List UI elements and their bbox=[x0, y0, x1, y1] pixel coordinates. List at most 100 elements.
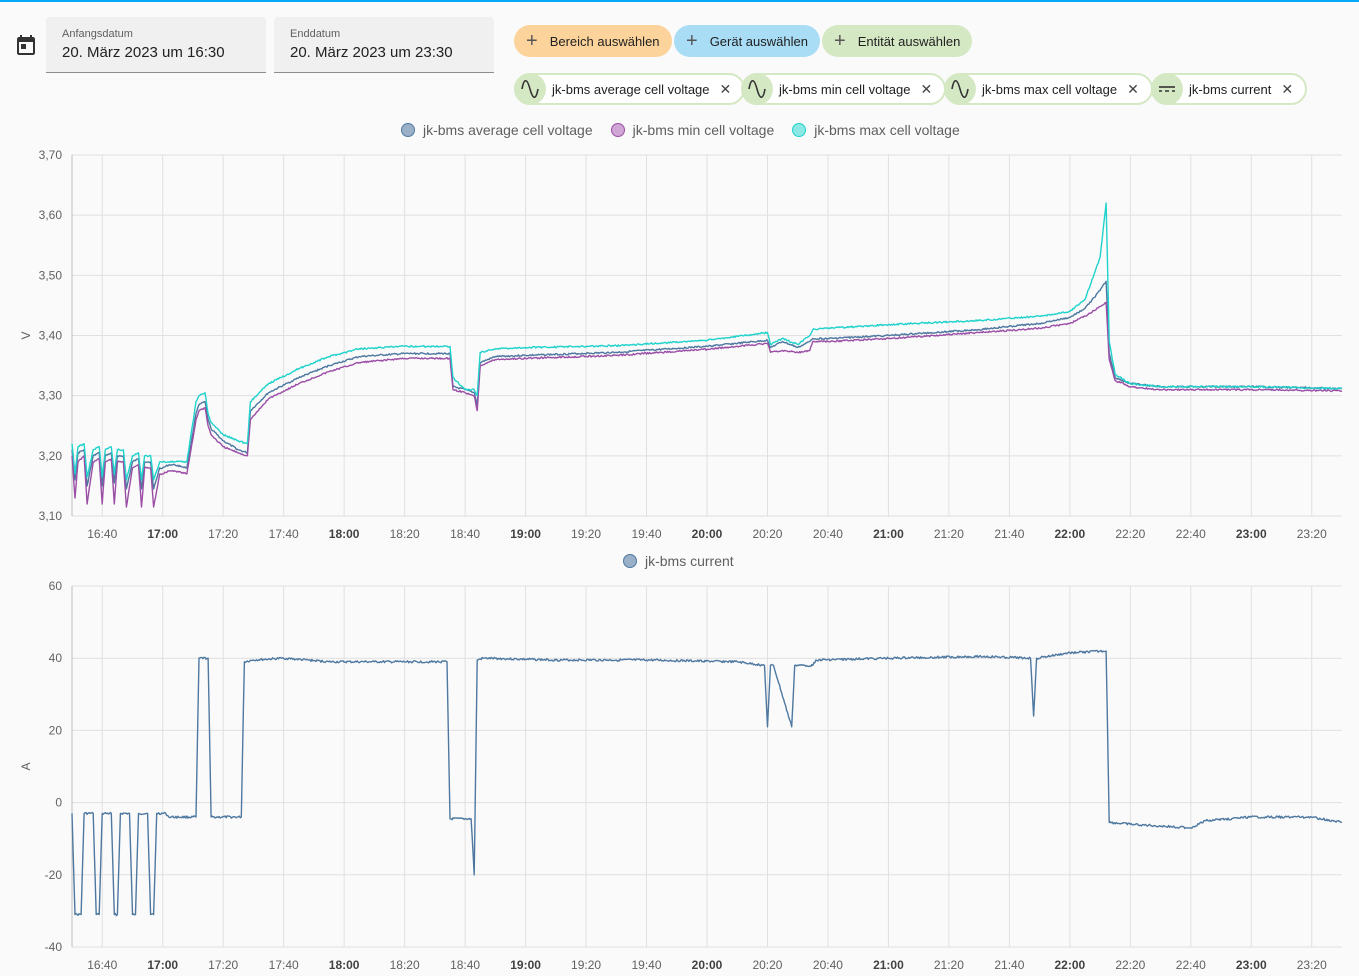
y-tick-label: 0 bbox=[55, 796, 62, 810]
y-axis-label: V bbox=[19, 331, 33, 339]
x-tick-label: 22:00 bbox=[1055, 527, 1086, 541]
x-tick-label: 21:40 bbox=[994, 527, 1024, 541]
y-tick-label: 3,70 bbox=[39, 148, 63, 162]
x-tick-label: 17:00 bbox=[147, 527, 178, 541]
y-tick-label: 60 bbox=[49, 579, 63, 593]
x-tick-label: 18:20 bbox=[390, 527, 420, 541]
select-device-button[interactable]: + Gerät auswählen bbox=[674, 25, 820, 57]
x-tick-label: 21:20 bbox=[934, 527, 964, 541]
x-tick-label: 19:40 bbox=[632, 527, 662, 541]
entity-chip-label: jk-bms max cell voltage bbox=[982, 81, 1118, 97]
entity-chip-min[interactable]: jk-bms min cell voltage ✕ bbox=[741, 73, 947, 105]
legend-label: jk-bms min cell voltage bbox=[632, 122, 775, 138]
select-area-label: Bereich auswählen bbox=[549, 33, 660, 49]
y-tick-label: -40 bbox=[45, 940, 63, 954]
legend-item-current[interactable]: jk-bms current bbox=[623, 553, 734, 569]
entity-chip-average[interactable]: jk-bms average cell voltage ✕ bbox=[514, 73, 746, 105]
voltage-chart: 3,10 3,20 3,30 3,40 3,50 3,60 3,70 16:40 17:00 17… bbox=[19, 148, 1343, 541]
y-tick-label: 3,60 bbox=[39, 208, 63, 222]
x-tick-label: 22:20 bbox=[1115, 958, 1145, 972]
select-entity-button[interactable]: + Entität auswählen bbox=[822, 25, 973, 57]
y-tick-label: 3,40 bbox=[39, 329, 63, 343]
y-tick-label: 3,10 bbox=[39, 509, 63, 523]
x-tick-label: 21:20 bbox=[934, 958, 964, 972]
select-entity-label: Entität auswählen bbox=[857, 33, 961, 49]
y-tick-label: 40 bbox=[49, 651, 63, 665]
legend-item-max[interactable]: jk-bms max cell voltage bbox=[792, 122, 960, 138]
end-date-value: 20. März 2023 um 23:30 bbox=[290, 44, 453, 61]
y-tick-label: 20 bbox=[49, 723, 63, 737]
start-date-field[interactable]: Anfangsdatum 20. März 2023 um 16:30 bbox=[46, 17, 266, 73]
sine-wave-icon bbox=[741, 73, 773, 105]
end-date-field[interactable]: Enddatum 20. März 2023 um 23:30 bbox=[274, 17, 494, 73]
entity-chip-label: jk-bms average cell voltage bbox=[552, 81, 710, 97]
x-tick-label: 19:40 bbox=[632, 958, 662, 972]
x-tick-label: 19:00 bbox=[510, 527, 541, 541]
top-accent-line bbox=[0, 0, 1359, 2]
start-date-value: 20. März 2023 um 16:30 bbox=[62, 44, 225, 61]
calendar-icon[interactable] bbox=[14, 33, 38, 57]
x-tick-label: 22:40 bbox=[1176, 527, 1206, 541]
x-tick-label: 23:20 bbox=[1297, 958, 1327, 972]
current-chart: -40 -20 0 20 40 60 16:40 17:00 17:20 17:40 18:00 18… bbox=[19, 579, 1343, 972]
current-legend: jk-bms current bbox=[623, 553, 734, 569]
close-icon[interactable]: ✕ bbox=[1127, 80, 1139, 97]
select-area-button[interactable]: + Bereich auswählen bbox=[514, 25, 672, 57]
x-tick-label: 20:00 bbox=[692, 527, 723, 541]
x-tick-label: 21:00 bbox=[873, 527, 904, 541]
x-tick-label: 19:20 bbox=[571, 527, 601, 541]
legend-swatch bbox=[623, 554, 637, 568]
x-tick-label: 17:00 bbox=[147, 958, 178, 972]
x-tick-label: 17:40 bbox=[269, 958, 299, 972]
plus-icon: + bbox=[526, 30, 538, 52]
x-tick-label: 21:00 bbox=[873, 958, 904, 972]
x-tick-label: 18:20 bbox=[390, 958, 420, 972]
plus-icon: + bbox=[686, 30, 698, 52]
x-tick-label: 22:40 bbox=[1176, 958, 1206, 972]
x-tick-label: 20:20 bbox=[752, 527, 782, 541]
x-tick-label: 17:40 bbox=[269, 527, 299, 541]
x-tick-label: 18:00 bbox=[329, 527, 360, 541]
end-date-label: Enddatum bbox=[290, 28, 341, 40]
x-tick-label: 20:40 bbox=[813, 958, 843, 972]
y-tick-label: 3,20 bbox=[39, 449, 63, 463]
x-tick-label: 16:40 bbox=[87, 958, 117, 972]
series-line-1 bbox=[71, 649, 1343, 917]
x-tick-label: 18:40 bbox=[450, 958, 480, 972]
series-line-3 bbox=[71, 202, 1343, 481]
y-tick-label: 3,30 bbox=[39, 389, 63, 403]
x-tick-label: 23:20 bbox=[1297, 527, 1327, 541]
legend-swatch bbox=[610, 123, 625, 137]
x-tick-label: 20:40 bbox=[813, 527, 843, 541]
x-tick-label: 16:40 bbox=[87, 527, 117, 541]
x-tick-label: 18:00 bbox=[329, 958, 360, 972]
x-tick-label: 21:40 bbox=[994, 958, 1024, 972]
legend-item-average[interactable]: jk-bms average cell voltage bbox=[401, 122, 593, 138]
y-tick-label: 3,50 bbox=[39, 268, 63, 282]
entity-chip-label: jk-bms current bbox=[1189, 81, 1272, 97]
dc-current-icon bbox=[1151, 73, 1183, 105]
x-tick-label: 19:20 bbox=[571, 958, 601, 972]
x-tick-label: 17:20 bbox=[208, 958, 238, 972]
entity-chip-max[interactable]: jk-bms max cell voltage ✕ bbox=[944, 73, 1153, 105]
legend-swatch bbox=[792, 123, 807, 137]
close-icon[interactable]: ✕ bbox=[719, 80, 732, 97]
close-icon[interactable]: ✕ bbox=[1281, 80, 1294, 97]
entity-chip-label: jk-bms min cell voltage bbox=[779, 81, 911, 97]
voltage-legend: jk-bms average cell voltage jk-bms min c… bbox=[401, 122, 960, 138]
x-tick-label: 19:00 bbox=[510, 958, 541, 972]
x-tick-label: 22:00 bbox=[1055, 958, 1086, 972]
entity-chip-current[interactable]: jk-bms current ✕ bbox=[1151, 73, 1308, 105]
legend-label: jk-bms max cell voltage bbox=[814, 122, 960, 138]
legend-label: jk-bms current bbox=[645, 553, 734, 569]
start-date-label: Anfangsdatum bbox=[62, 28, 133, 40]
legend-item-min[interactable]: jk-bms min cell voltage bbox=[610, 122, 775, 138]
x-tick-label: 17:20 bbox=[208, 527, 238, 541]
x-tick-label: 20:20 bbox=[752, 958, 782, 972]
legend-label: jk-bms average cell voltage bbox=[423, 122, 593, 138]
sine-wave-icon bbox=[944, 73, 976, 105]
y-axis-label: A bbox=[19, 762, 33, 770]
plus-icon: + bbox=[834, 30, 846, 52]
close-icon[interactable]: ✕ bbox=[920, 80, 933, 97]
x-tick-label: 22:20 bbox=[1115, 527, 1145, 541]
